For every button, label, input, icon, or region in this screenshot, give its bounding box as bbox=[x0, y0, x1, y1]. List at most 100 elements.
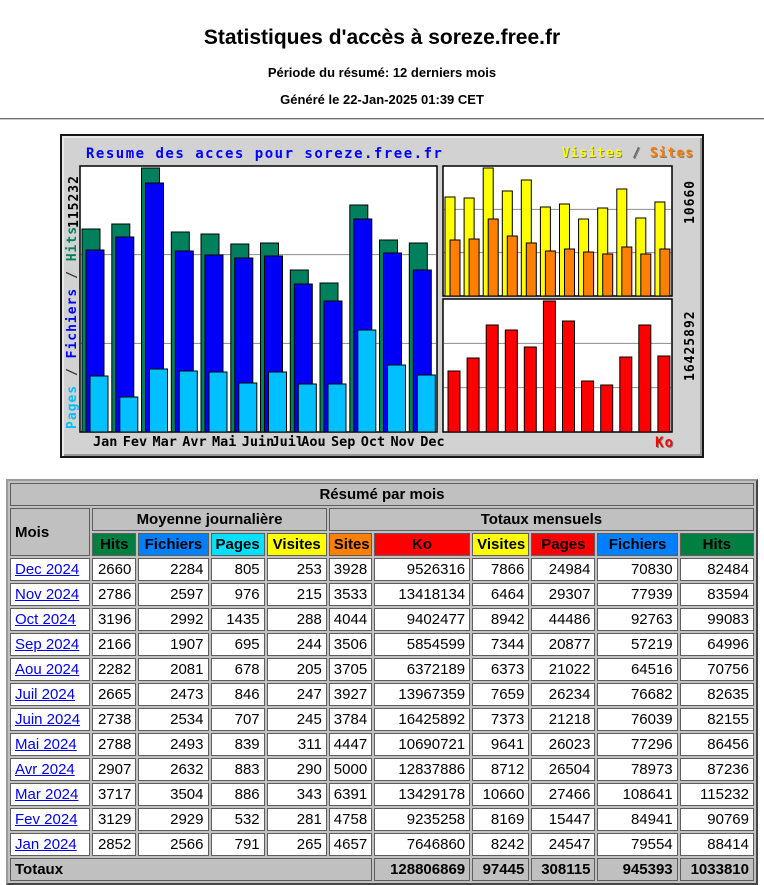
col-header-monthly-visites: Visites bbox=[472, 533, 530, 556]
sites-bar bbox=[640, 253, 652, 297]
value-cell: 2786 bbox=[92, 583, 137, 606]
pages-bar bbox=[357, 329, 377, 433]
ko-bar bbox=[523, 346, 537, 433]
group-header-monthly: Totaux mensuels bbox=[328, 508, 754, 531]
month-cell: Dec 2024 bbox=[10, 558, 91, 581]
total-visites: 97445 bbox=[472, 858, 530, 881]
pages-bar bbox=[327, 383, 347, 433]
left-axis-max-label: 115232 bbox=[67, 175, 82, 228]
value-cell: 108641 bbox=[597, 783, 678, 806]
value-cell: 2597 bbox=[138, 583, 209, 606]
ko-bar bbox=[466, 357, 480, 433]
value-cell: 2907 bbox=[92, 758, 137, 781]
month-axis-label: Sep bbox=[331, 434, 355, 450]
chart-svg: Resume des acces pour soreze.free.fr Visi… bbox=[65, 146, 698, 452]
month-link[interactable]: Aou 2024 bbox=[15, 661, 80, 678]
chart-title: Resume des acces pour soreze.free.fr bbox=[86, 146, 443, 162]
value-cell: 5000 bbox=[328, 758, 372, 781]
value-cell: 707 bbox=[210, 708, 265, 731]
value-cell: 2665 bbox=[92, 683, 137, 706]
totals-row: Totaux 128806869 97445 308115 945393 103… bbox=[10, 858, 754, 881]
pages-bar bbox=[416, 374, 436, 433]
value-cell: 76682 bbox=[597, 683, 678, 706]
value-cell: 77296 bbox=[597, 733, 678, 756]
value-cell: 70830 bbox=[597, 558, 678, 581]
sites-bar bbox=[449, 239, 461, 297]
month-link[interactable]: Mai 2024 bbox=[15, 736, 77, 753]
table-row: Mar 2024 3717 3504 886 343 6391 13429178 10660 2… bbox=[10, 783, 754, 806]
value-cell: 8169 bbox=[472, 808, 530, 831]
total-fichiers: 945393 bbox=[597, 858, 678, 881]
month-link[interactable]: Avr 2024 bbox=[15, 761, 75, 778]
sites-bar bbox=[487, 218, 499, 297]
month-link[interactable]: Fev 2024 bbox=[15, 811, 78, 828]
month-link[interactable]: Mar 2024 bbox=[15, 786, 79, 803]
ko-bar bbox=[542, 300, 556, 433]
table-caption: Résumé par mois bbox=[10, 483, 754, 506]
value-cell: 215 bbox=[266, 583, 327, 606]
value-cell: 7344 bbox=[472, 633, 530, 656]
col-header-daily-fichiers: Fichiers bbox=[138, 533, 209, 556]
value-cell: 2992 bbox=[138, 608, 209, 631]
month-axis-label: Fev bbox=[123, 434, 147, 450]
value-cell: 76039 bbox=[597, 708, 678, 731]
ko-bar bbox=[657, 355, 671, 433]
value-cell: 6372189 bbox=[373, 658, 471, 681]
value-cell: 3504 bbox=[138, 783, 209, 806]
sites-bar bbox=[659, 248, 671, 297]
value-cell: 10690721 bbox=[373, 733, 471, 756]
month-link[interactable]: Juin 2024 bbox=[15, 711, 81, 728]
visites-sites-panel bbox=[442, 165, 673, 297]
value-cell: 3533 bbox=[328, 583, 372, 606]
value-cell: 83594 bbox=[679, 583, 754, 606]
value-cell: 115232 bbox=[679, 783, 754, 806]
value-cell: 9641 bbox=[472, 733, 530, 756]
month-link[interactable]: Oct 2024 bbox=[15, 611, 76, 628]
value-cell: 3928 bbox=[328, 558, 372, 581]
value-cell: 6464 bbox=[472, 583, 530, 606]
value-cell: 21218 bbox=[531, 708, 596, 731]
value-cell: 311 bbox=[266, 733, 327, 756]
month-link[interactable]: Nov 2024 bbox=[15, 586, 80, 603]
value-cell: 2660 bbox=[92, 558, 137, 581]
month-cell: Aou 2024 bbox=[10, 658, 91, 681]
pages-bar bbox=[268, 371, 287, 433]
value-cell: 2081 bbox=[138, 658, 209, 681]
sites-bar bbox=[506, 235, 518, 297]
value-cell: 7659 bbox=[472, 683, 530, 706]
value-cell: 24547 bbox=[531, 833, 596, 856]
value-cell: 26504 bbox=[531, 758, 596, 781]
value-cell: 288 bbox=[266, 608, 327, 631]
table-row: Aou 2024 2282 2081 678 205 3705 6372189 6373 210… bbox=[10, 658, 754, 681]
pages-bar bbox=[178, 370, 198, 433]
month-axis-label: Juil bbox=[272, 434, 305, 450]
value-cell: 265 bbox=[266, 833, 327, 856]
divider bbox=[0, 118, 764, 120]
page-title: Statistiques d'accès à soreze.free.fr bbox=[203, 26, 561, 49]
ko-axis-label: Ko bbox=[655, 435, 674, 451]
month-link[interactable]: Dec 2024 bbox=[15, 561, 80, 578]
table-row: Nov 2024 2786 2597 976 215 3533 13418134 6464 29… bbox=[10, 583, 754, 606]
value-cell: 2284 bbox=[138, 558, 209, 581]
month-link[interactable]: Juil 2024 bbox=[15, 686, 76, 703]
table-row: Juin 2024 2738 2534 707 245 3784 16425892 7373 2… bbox=[10, 708, 754, 731]
month-link[interactable]: Sep 2024 bbox=[15, 636, 80, 653]
value-cell: 4447 bbox=[328, 733, 372, 756]
right-axis-ko-max-label: 16425892 bbox=[683, 310, 698, 381]
value-cell: 3705 bbox=[328, 658, 372, 681]
ko-bar bbox=[581, 380, 595, 433]
pages-bar bbox=[119, 396, 139, 433]
month-axis-label: Juin bbox=[242, 434, 275, 450]
value-cell: 87236 bbox=[679, 758, 754, 781]
chart-wrap: Resume des acces pour soreze.free.fr Visi… bbox=[0, 134, 764, 463]
value-cell: 90769 bbox=[679, 808, 754, 831]
month-link[interactable]: Jan 2024 bbox=[15, 836, 77, 853]
value-cell: 78973 bbox=[597, 758, 678, 781]
webalizer-page: Statistiques d'accès à soreze.free.fr Pé… bbox=[0, 26, 764, 885]
value-cell: 244 bbox=[266, 633, 327, 656]
value-cell: 64996 bbox=[679, 633, 754, 656]
value-cell: 6373 bbox=[472, 658, 530, 681]
value-cell: 64516 bbox=[597, 658, 678, 681]
value-cell: 290 bbox=[266, 758, 327, 781]
value-cell: 281 bbox=[266, 808, 327, 831]
